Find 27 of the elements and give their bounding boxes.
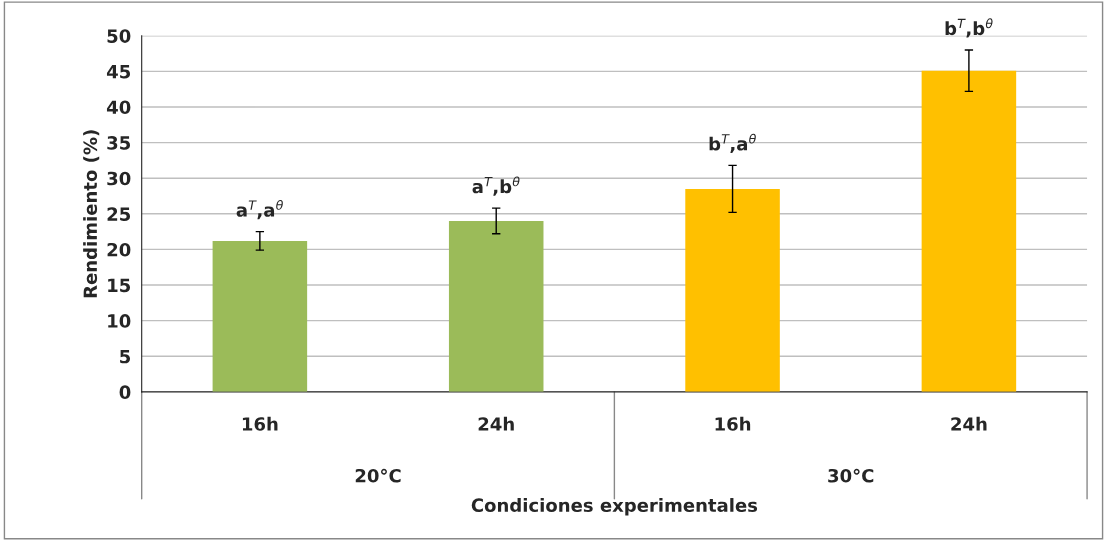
annotation: b$^{T}$,a$^{θ}$ [709,133,756,153]
y-tick-label: 40 [106,100,131,115]
annotation: a$^{T}$,b$^{θ}$ [472,176,520,196]
text: 20°C [355,468,401,483]
y-tick-label: 5 [120,349,131,364]
bar [212,240,308,392]
bar [921,70,1017,392]
annotation: b$^{T}$,b$^{θ}$ [945,18,993,38]
y-tick-label: 15 [108,278,131,293]
text: 30°C [828,468,874,483]
y-axis-title: Rendimiento (%) [83,130,100,298]
y-tick-label: 50 [107,29,131,43]
annotation: a$^{T}$,a$^{θ}$ [236,199,283,220]
y-tick-label: 10 [108,314,131,328]
bar [685,188,780,392]
x-axis-title: Condiciones experimentales [471,498,758,516]
x-tick-label: 24h [951,416,987,431]
bar [448,220,544,392]
x-tick-label: 16h [242,416,278,431]
y-tick-label: 20 [107,242,131,257]
y-tick-label: 35 [107,136,131,150]
x-tick-label: 24h [478,416,514,431]
y-tick-label: 45 [106,65,131,79]
y-tick-label: 0 [119,385,131,399]
x-tick-label: 16h [715,416,751,431]
y-tick-label: 25 [107,207,131,221]
y-tick-label: 30 [107,171,131,186]
